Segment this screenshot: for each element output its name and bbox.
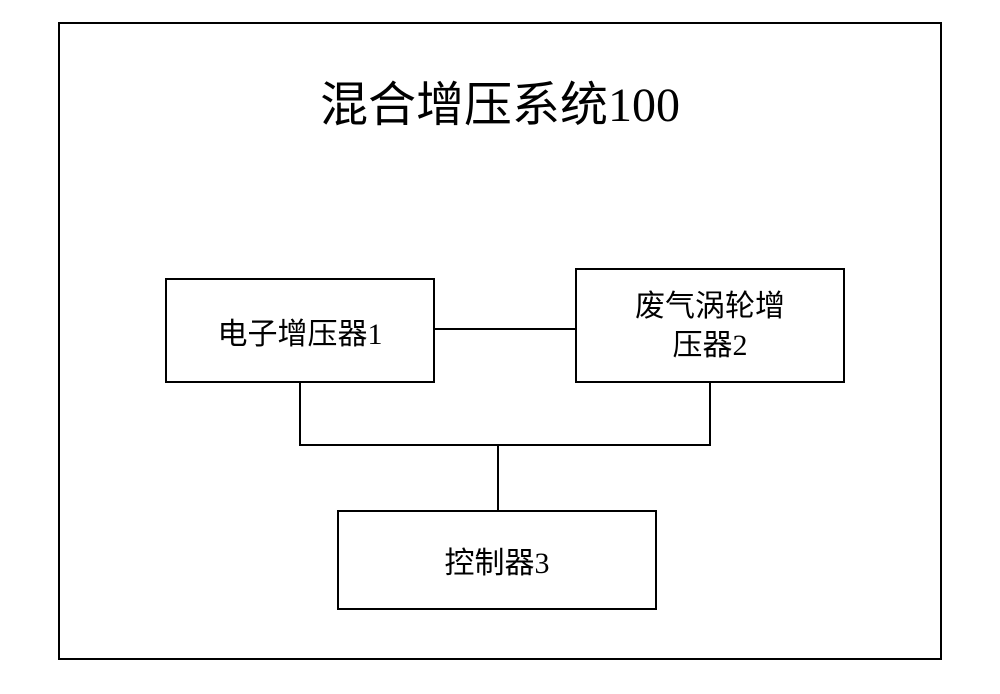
node-label: 控制器3 [445,538,550,582]
node-label-line2: 压器2 [635,326,785,365]
node-controller: 控制器3 [337,510,657,610]
edge-vertical-center [497,444,499,510]
node-exhaust-turbocharger: 废气涡轮增 压器2 [575,268,845,383]
node-label-line1: 废气涡轮增 [635,287,785,326]
edge-vertical-right [709,383,711,446]
node-electronic-supercharger: 电子增压器1 [165,278,435,383]
edge-horizontal-top [435,328,575,330]
edge-vertical-left [299,383,301,446]
edge-horizontal-junction [299,444,711,446]
diagram-title: 混合增压系统100 [250,65,750,135]
node-label: 电子增压器1 [218,309,383,353]
